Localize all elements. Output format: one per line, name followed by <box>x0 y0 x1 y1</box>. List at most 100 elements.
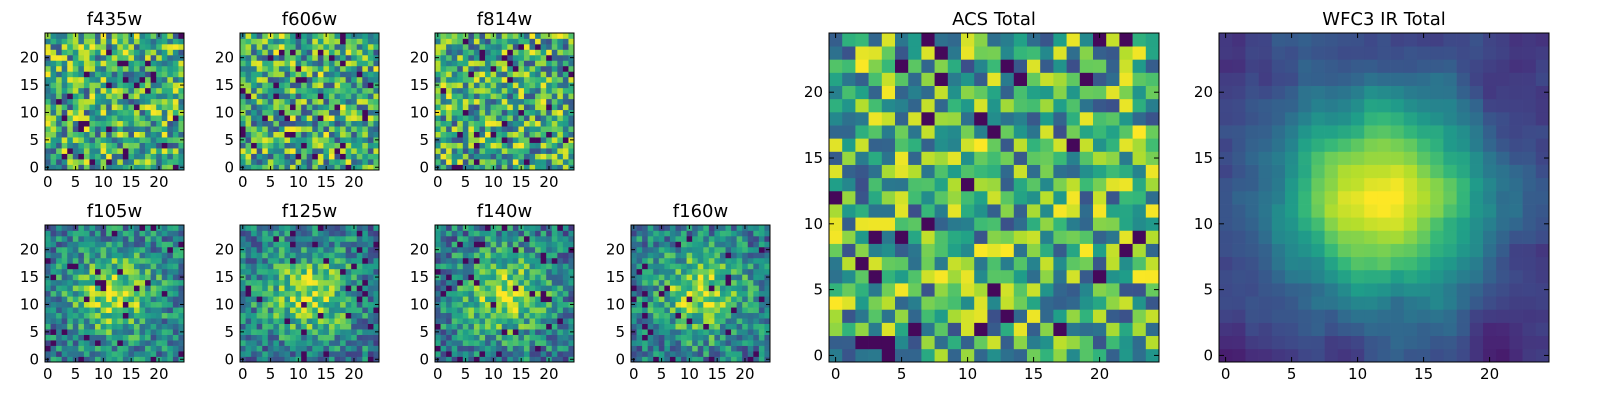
heatmap-cell <box>161 159 168 165</box>
heatmap-cell <box>106 340 113 346</box>
heatmap-cell <box>95 296 101 303</box>
heatmap-cell <box>742 279 749 286</box>
heatmap-cell <box>323 345 330 352</box>
heatmap-cell <box>681 329 687 335</box>
heatmap-cell <box>262 104 269 111</box>
heatmap-cell <box>356 312 363 319</box>
heatmap-cell <box>256 71 263 78</box>
heatmap-cell <box>367 334 374 341</box>
heatmap-cell <box>178 93 185 100</box>
heatmap-cell <box>167 268 174 275</box>
heatmap-cell <box>642 356 649 363</box>
heatmap-cell <box>1093 230 1107 244</box>
heatmap-cell <box>145 93 151 100</box>
heatmap-cell <box>278 356 285 363</box>
heatmap-cell <box>161 76 168 83</box>
heatmap-cell <box>490 93 497 100</box>
heatmap-cell <box>83 312 90 319</box>
heatmap-cell <box>56 164 63 171</box>
heatmap-cell <box>178 153 185 160</box>
heatmap-cell <box>328 356 335 363</box>
heatmap-cell <box>251 137 258 143</box>
heatmap-cell <box>457 318 464 324</box>
heatmap-cell <box>351 246 358 253</box>
heatmap-cell <box>435 148 441 154</box>
heatmap-cell <box>647 263 654 270</box>
heatmap-cell <box>501 257 508 264</box>
heatmap-cell <box>262 131 269 138</box>
heatmap-cell <box>647 241 654 248</box>
heatmap-cell <box>83 87 90 94</box>
heatmap-cell <box>351 148 358 154</box>
heatmap-cell <box>562 98 569 105</box>
heatmap-cell <box>133 252 140 259</box>
heatmap-cell <box>557 351 564 357</box>
heatmap-cell <box>462 257 469 264</box>
heatmap-cell <box>647 268 654 275</box>
heatmap-cell <box>540 115 547 122</box>
heatmap-cell <box>89 301 96 308</box>
heatmap-cell <box>490 137 497 143</box>
heatmap-cell <box>345 252 352 259</box>
heatmap-cell <box>251 312 258 319</box>
heatmap-cell <box>1079 322 1094 337</box>
heatmap-cell <box>345 246 352 253</box>
heatmap-cell <box>83 126 90 132</box>
heatmap-cell <box>908 230 922 244</box>
heatmap-cell <box>145 318 151 324</box>
heatmap-cell <box>881 243 896 258</box>
heatmap-cell <box>636 340 643 346</box>
heatmap-cell <box>111 131 118 138</box>
heatmap-cell <box>703 318 710 324</box>
heatmap-cell <box>161 65 168 72</box>
heatmap-cell <box>653 345 660 352</box>
heatmap-cell <box>56 225 63 231</box>
heatmap-cell <box>496 76 503 83</box>
heatmap-cell <box>306 33 313 39</box>
heatmap-cell <box>1040 283 1054 297</box>
y-tick-label: 0 <box>224 350 234 368</box>
heatmap-cell <box>362 285 369 292</box>
heatmap-f125w <box>240 225 380 363</box>
heatmap-cell <box>256 356 263 363</box>
heatmap-cell <box>642 345 649 352</box>
heatmap-cell <box>295 230 302 237</box>
heatmap-cell <box>50 235 57 242</box>
heatmap-cell <box>340 252 346 259</box>
heatmap-cell <box>557 159 564 165</box>
heatmap-cell <box>764 285 771 292</box>
heatmap-cell <box>1119 177 1133 192</box>
heatmap-cell <box>306 137 313 143</box>
heatmap-cell <box>95 76 101 83</box>
heatmap-cell <box>367 131 374 138</box>
heatmap-cell <box>150 334 157 341</box>
heatmap-cell <box>240 71 246 78</box>
heatmap-cell <box>284 252 291 259</box>
heatmap-cell <box>156 87 163 94</box>
heatmap-cell <box>653 296 660 303</box>
heatmap-cell <box>284 164 291 171</box>
heatmap-cell <box>245 76 252 83</box>
heatmap-cell <box>703 230 710 237</box>
heatmap-cell <box>446 131 453 138</box>
heatmap-cell <box>295 290 302 297</box>
heatmap-cell <box>89 43 96 50</box>
heatmap-cell <box>736 312 743 319</box>
heatmap-cell <box>345 109 352 116</box>
heatmap-cell <box>921 151 935 165</box>
x-tick-label: 20 <box>539 365 558 383</box>
heatmap-cell <box>67 268 74 275</box>
heatmap-cell <box>133 126 140 132</box>
x-tick-label: 0 <box>238 173 248 191</box>
heatmap-cell <box>72 43 79 50</box>
x-tick-label: 5 <box>266 365 276 383</box>
heatmap-cell <box>518 76 525 83</box>
heatmap-cell <box>636 323 643 330</box>
heatmap-cell <box>523 109 530 116</box>
heatmap-cell <box>1106 296 1120 310</box>
heatmap-cell <box>323 296 330 303</box>
heatmap-f105w <box>45 225 185 363</box>
heatmap-cell <box>1106 269 1120 284</box>
heatmap-cell <box>742 296 749 303</box>
heatmap-cell <box>725 345 732 352</box>
